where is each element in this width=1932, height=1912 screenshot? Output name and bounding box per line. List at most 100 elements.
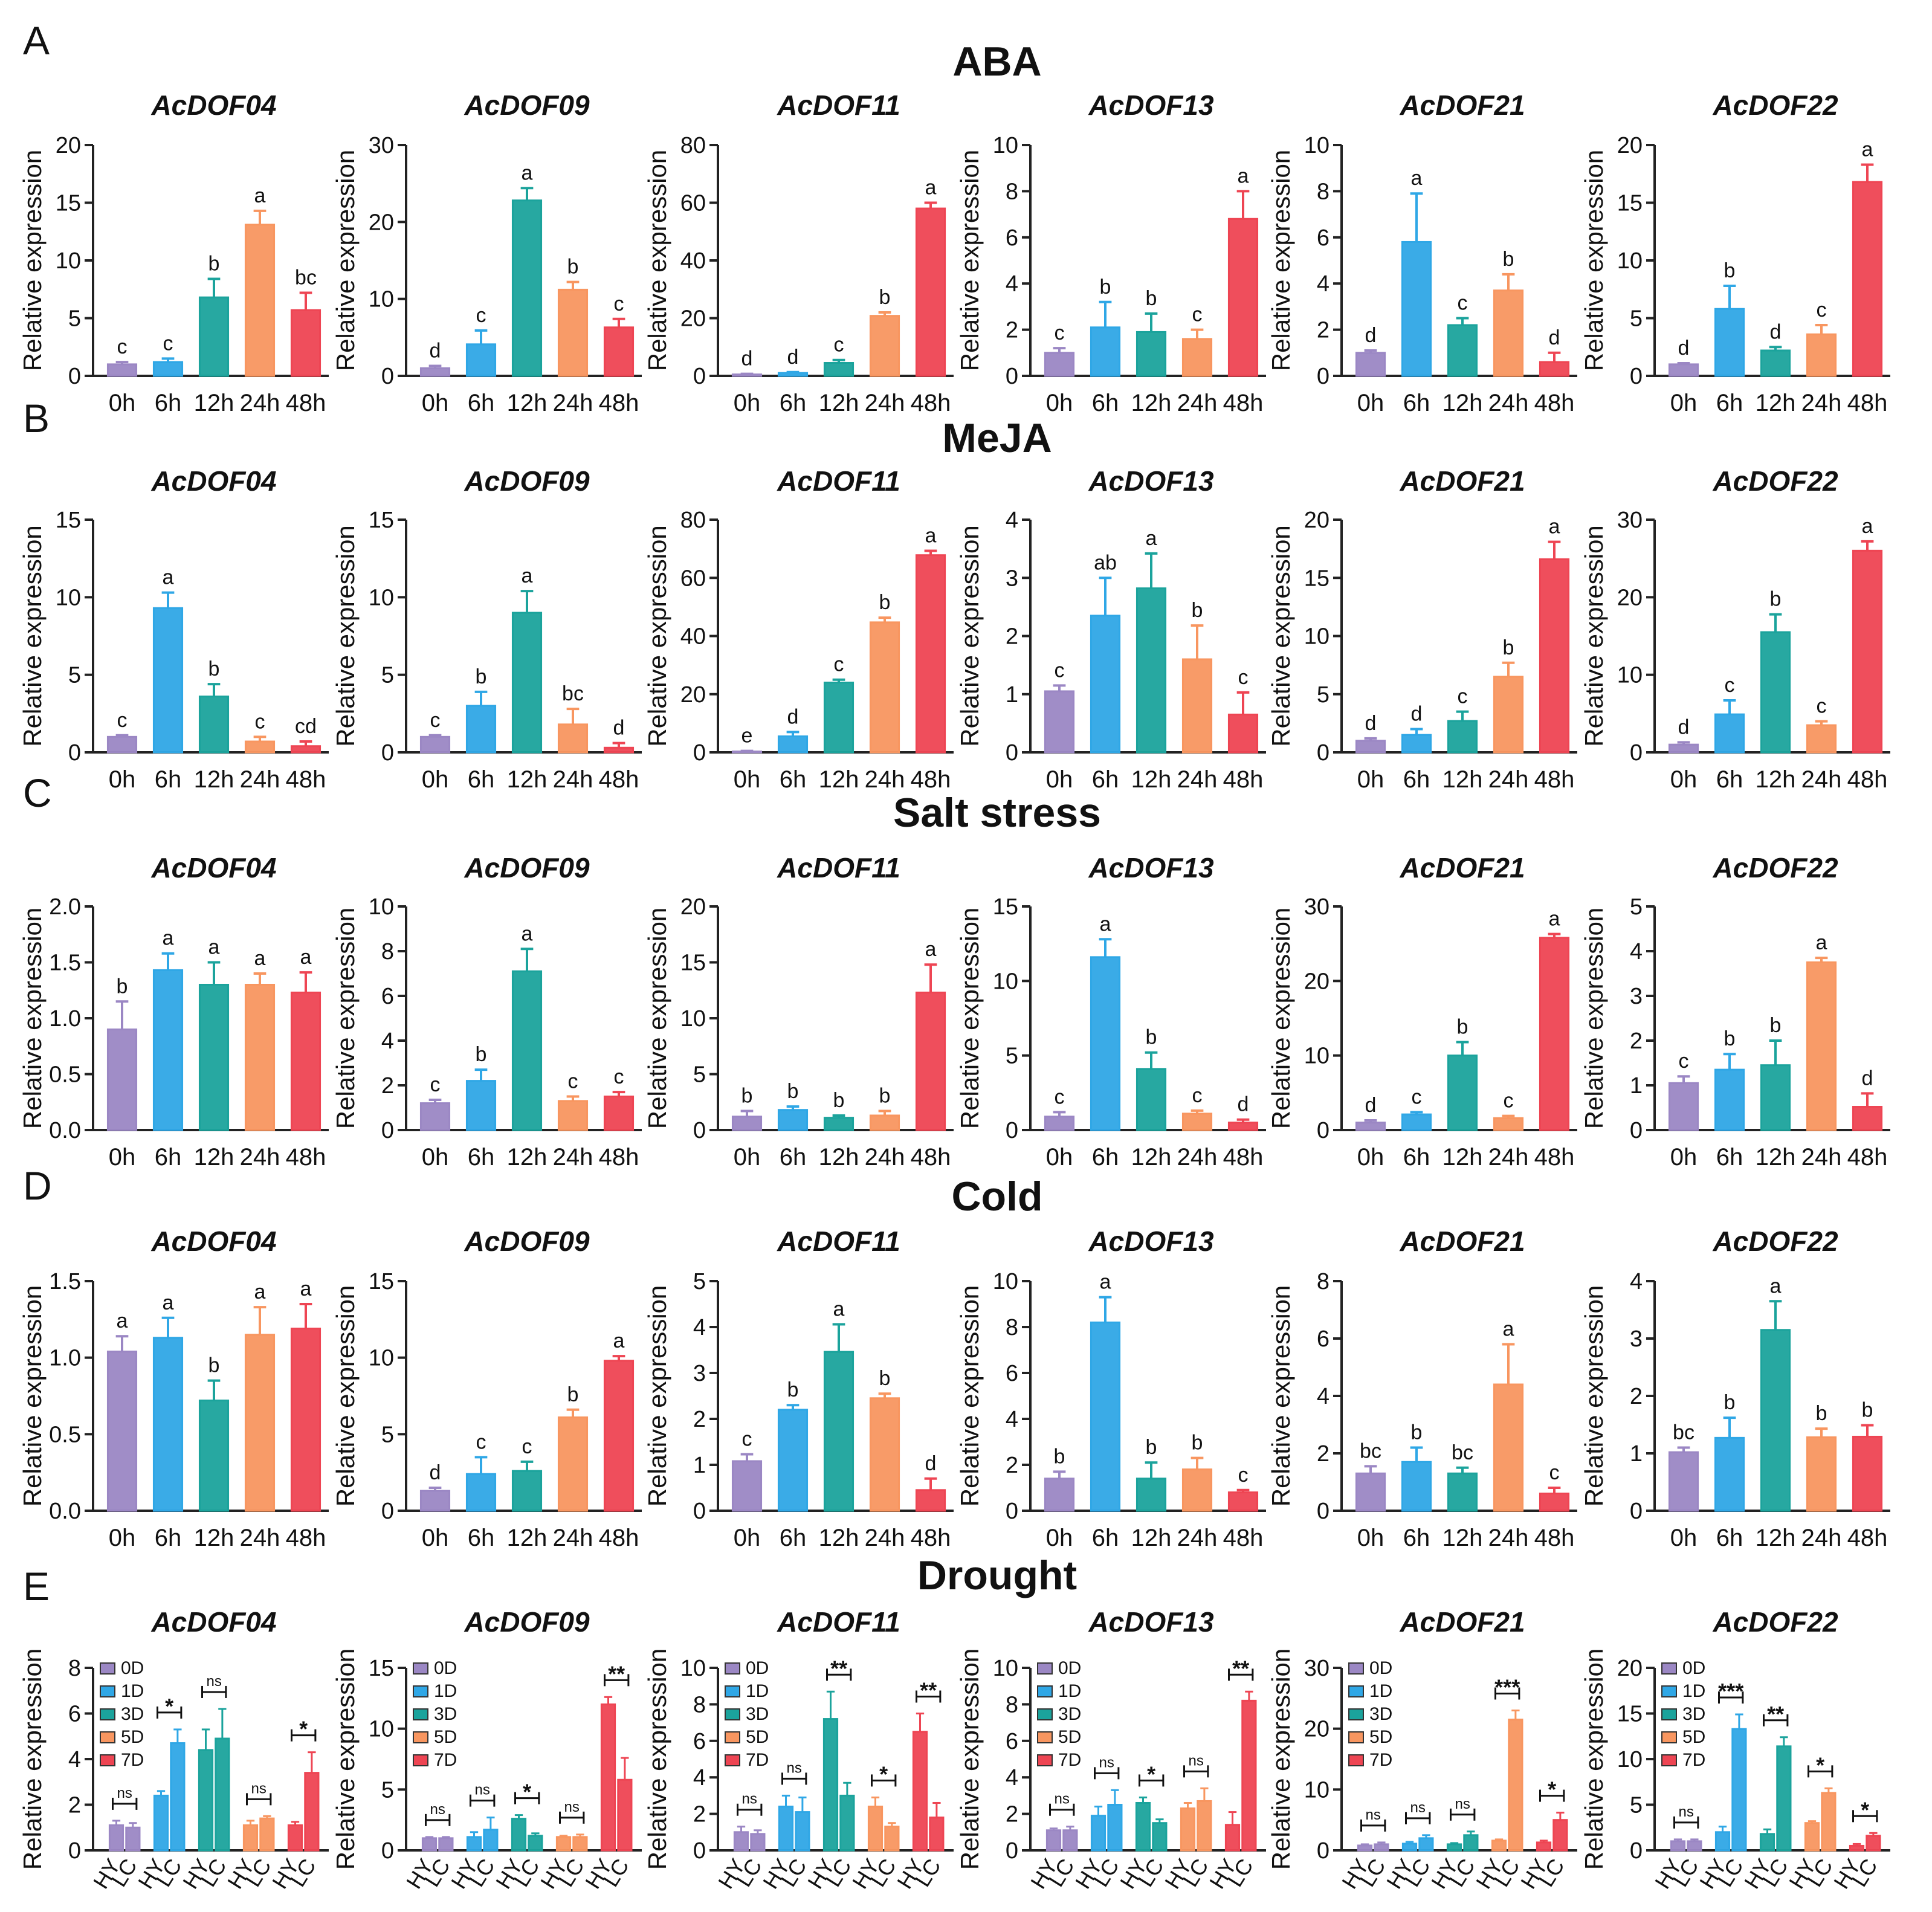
significance-label: * (165, 1694, 173, 1719)
y-tick-label: 10 (369, 287, 394, 312)
y-tick-label: 3 (1006, 566, 1018, 591)
y-tick-label: 0 (1317, 364, 1329, 389)
chart-title: AcDOF11 (777, 1226, 900, 1257)
significance-letter: b (567, 256, 579, 279)
bar (1714, 713, 1745, 754)
bar (600, 1703, 616, 1852)
x-tick-label: 6h (1403, 1144, 1430, 1171)
y-axis-label: Relative expression (955, 1649, 984, 1870)
bar (511, 199, 543, 377)
bar (1090, 1321, 1121, 1512)
bar (1107, 1804, 1123, 1852)
bar (1136, 331, 1167, 377)
legend-swatch (1661, 1731, 1677, 1743)
bar (731, 373, 763, 377)
bar (1668, 743, 1699, 754)
significance-label: ns (1679, 1804, 1694, 1820)
y-tick-label: 0 (1630, 1118, 1643, 1143)
legend-swatch (413, 1708, 428, 1720)
y-tick-label: 2 (1630, 1029, 1643, 1054)
chart-title: AcDOF04 (150, 852, 276, 883)
legend: 0D 1D 3D 5D 7D (1037, 1658, 1081, 1770)
y-tick-label: 4 (1630, 939, 1643, 964)
bar (1044, 352, 1075, 377)
bar (1180, 1807, 1196, 1852)
y-axis-label: Relative expression (955, 150, 984, 372)
x-tick-label: 0h (1670, 1525, 1698, 1551)
x-tick-label: 6h (1403, 390, 1430, 416)
y-axis-label: Relative expression (1580, 1649, 1608, 1870)
legend-label: 3D (1682, 1704, 1705, 1724)
x-tick-label: 24h (1801, 390, 1842, 416)
significance-letter: a (1549, 515, 1560, 538)
bar (106, 1029, 138, 1131)
x-tick-label: 6h (1403, 766, 1430, 793)
significance-letter: a (925, 938, 937, 961)
bar (465, 343, 497, 377)
legend-label: 1D (434, 1681, 457, 1701)
bar (777, 372, 809, 377)
y-tick-label: 20 (680, 682, 706, 708)
legend-label: 7D (434, 1750, 457, 1770)
significance-letter: a (1770, 1274, 1782, 1297)
legend-swatch (1348, 1731, 1364, 1743)
bar (1760, 1329, 1791, 1512)
chart-title: AcDOF13 (1088, 1226, 1213, 1257)
bar (603, 746, 635, 754)
significance-letter: d (430, 339, 441, 362)
panel-letter: B (23, 396, 50, 441)
x-tick-label: 12h (1443, 390, 1483, 416)
bar (1447, 1055, 1478, 1131)
bar (108, 1824, 124, 1852)
x-tick-label: 48h (1847, 1144, 1888, 1171)
y-tick-label: 6 (693, 1729, 706, 1754)
significance-letter: c (614, 292, 624, 315)
significance-letter: d (1862, 1067, 1873, 1090)
x-tick-label: 24h (553, 1525, 593, 1551)
y-tick-label: 20 (680, 306, 706, 332)
bar (869, 621, 900, 754)
chart-acdof09: AcDOF09 Relative expression 0 5 10 15 d 0h c 6h c 1… (331, 1226, 642, 1551)
bar (1090, 326, 1121, 377)
bar (465, 705, 497, 754)
x-tick-label: 6h (1092, 1144, 1119, 1171)
significance-letter: b (1724, 259, 1736, 282)
y-tick-label: 0 (381, 740, 394, 766)
significance-letter: a (1146, 527, 1157, 550)
y-tick-label: 5 (1317, 682, 1329, 708)
significance-letter: b (1146, 1436, 1157, 1459)
panel-title: MeJA (942, 415, 1052, 461)
bar (259, 1817, 275, 1852)
x-tick-label: 48h (1534, 1525, 1575, 1551)
significance-label: ** (920, 1678, 937, 1703)
bar (869, 1397, 900, 1512)
x-tick-label: 24h (1488, 1144, 1529, 1171)
x-tick-label: 48h (1534, 766, 1575, 793)
y-tick-label: 10 (1304, 1044, 1329, 1069)
x-tick-label: 24h (1177, 766, 1218, 793)
x-tick-label: 24h (865, 1525, 905, 1551)
legend-swatch (1037, 1708, 1053, 1720)
y-tick-label: 60 (680, 566, 706, 591)
legend: 0D 1D 3D 5D 7D (1348, 1658, 1392, 1770)
bar (1463, 1834, 1479, 1852)
legend-swatch (725, 1662, 740, 1675)
x-tick-label: 6h (468, 1144, 495, 1171)
y-tick-label: 6 (1006, 1729, 1018, 1754)
chart-title: AcDOF22 (1712, 89, 1838, 121)
y-tick-label: 8 (1006, 1692, 1018, 1717)
bar (1760, 1064, 1791, 1131)
bar (915, 207, 946, 377)
significance-letter: b (787, 1080, 799, 1103)
chart-title: AcDOF04 (150, 465, 276, 497)
bar (733, 1831, 749, 1852)
chart-acdof09: AcDOF09 Relative expression 0 5 10 15 c 0h b 6h a 1… (331, 465, 642, 793)
chart-title: AcDOF04 (150, 1226, 276, 1257)
chart-acdof21: AcDOF21 Relative expression 0 10 20 30 d 0h c 6h b… (1267, 852, 1577, 1171)
x-tick-label: 24h (553, 390, 593, 416)
significance-letter: c (1055, 321, 1065, 344)
significance-label: ns (1366, 1807, 1381, 1823)
legend-swatch (1348, 1754, 1364, 1766)
